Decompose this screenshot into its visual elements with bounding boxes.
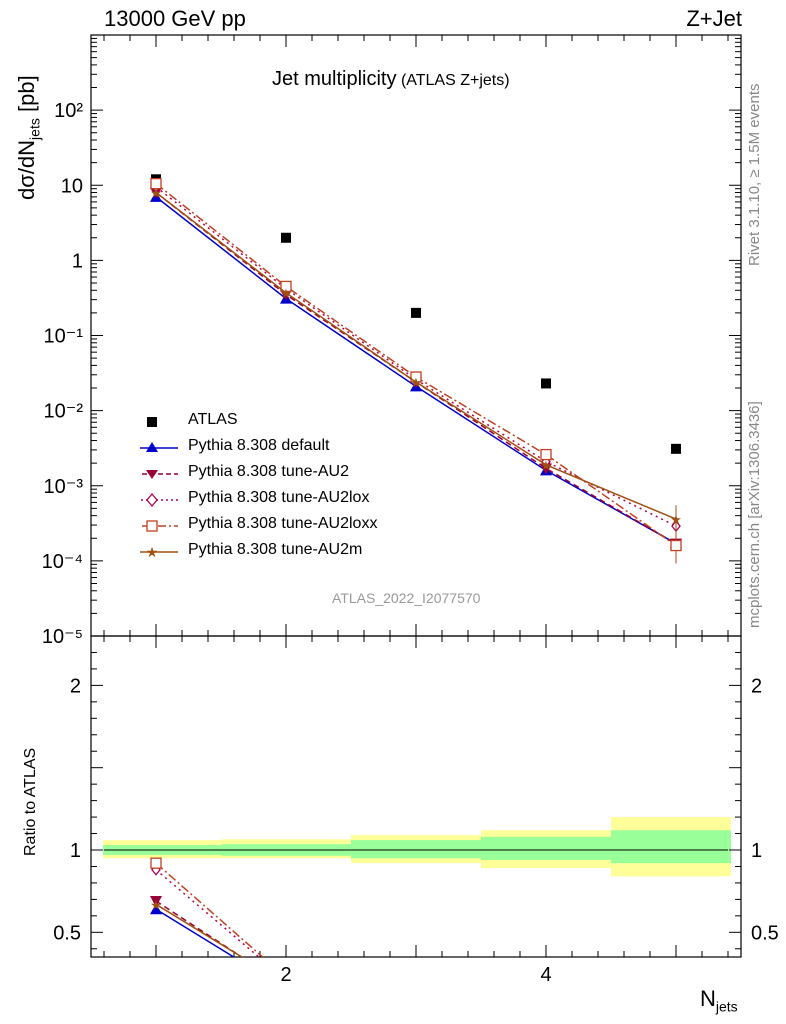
legend-marker-atlas [147, 417, 157, 427]
data-point [280, 280, 292, 293]
mcplots-text: mcplots.cern.ch [arXiv:1306.3436] [746, 401, 763, 628]
y-tick-label: 10⁻⁵ [42, 626, 83, 648]
plot-subtitle-text: (ATLAS Z+jets) [400, 72, 510, 89]
data-point [281, 232, 291, 243]
data-point: ★ [280, 286, 292, 301]
ratio-y-axis-label: Ratio to ATLAS [22, 747, 39, 856]
data-point: ★ [670, 512, 682, 527]
data-point [411, 307, 421, 318]
ratio-band-inner [611, 830, 731, 864]
x-axis-label-sub: jets [715, 998, 738, 1015]
ratio-y-tick-label-right: 0.5 [751, 922, 779, 944]
data-point [541, 378, 551, 389]
legend-label: Pythia 8.308 tune-AU2m [188, 541, 363, 558]
main-y-axis-label: dσ/dNjets [pb] [14, 75, 42, 200]
ratio-data-point [150, 903, 162, 915]
ratio-y-tick-label-right: 1 [751, 840, 762, 862]
ratio-y-tick-label-right: 2 [751, 675, 762, 697]
ratio-y-tick-label: 0.5 [53, 922, 81, 944]
y-tick-label: 10 [61, 175, 83, 197]
legend-marker-au2 [140, 470, 178, 479]
legend-marker-au2loxx [140, 520, 178, 532]
legend-label: ATLAS [188, 411, 238, 428]
y-axis-label-text: dσ/dN [14, 139, 39, 200]
data-point: ★ [540, 458, 552, 473]
ratio-band-inner [351, 840, 481, 859]
legend-marker-default [140, 442, 178, 452]
x-tick-label: 4 [540, 964, 551, 986]
ratio-y-tick-label: 2 [70, 675, 81, 697]
y-tick-label: 10⁻³ [44, 476, 84, 498]
data-point: ★ [150, 186, 162, 201]
legend-marker-au2lox [140, 492, 178, 508]
ratio-data-point: ★ [150, 897, 162, 912]
x-tick-label: 2 [280, 964, 291, 986]
main-plot-title: Jet multiplicity (ATLAS Z+jets) [272, 68, 510, 91]
rivet-version-text: Rivet 3.1.10, ≥ 1.5M events [746, 83, 763, 267]
y-tick-label: 10⁻⁴ [42, 551, 83, 573]
y-tick-label: 10² [54, 100, 83, 122]
legend-label: Pythia 8.308 tune-AU2 [188, 463, 349, 480]
ratio-plot-frame [90, 635, 742, 958]
ratio-series-line [155, 862, 264, 957]
ratio-y-tick-label: 1 [70, 840, 81, 862]
data-point [671, 443, 681, 454]
legend-label: Pythia 8.308 tune-AU2loxx [188, 515, 378, 532]
y-tick-label: 10⁻¹ [44, 326, 84, 348]
data-point [280, 289, 292, 301]
ratio-series-line [155, 869, 260, 957]
legend-label: Pythia 8.308 default [188, 437, 330, 454]
data-point [150, 178, 162, 190]
y-axis-label-sub: jets [26, 118, 43, 140]
data-point [540, 448, 552, 461]
plot-title-text: Jet multiplicity [272, 68, 397, 90]
analysis-watermark: ATLAS_2022_I2077570 [332, 590, 481, 606]
ratio-band-inner [481, 836, 611, 860]
header-left: 13000 GeV pp [104, 6, 246, 31]
ratio-data-point [150, 857, 162, 869]
ratio-data-point [150, 896, 162, 908]
legend-label: Pythia 8.308 tune-AU2lox [188, 489, 370, 506]
data-point: ★ [410, 375, 422, 390]
series-line [155, 191, 677, 520]
data-point [670, 539, 682, 552]
header-right: Z+Jet [686, 6, 742, 31]
x-axis-label-text: N [700, 986, 716, 1011]
y-tick-label: 1 [72, 250, 83, 272]
legend-marker-au2m: ★ [140, 544, 178, 560]
svg-text:★: ★ [146, 544, 159, 560]
y-tick-label: 10⁻² [44, 401, 84, 423]
y-axis-label-unit: [pb] [14, 75, 39, 113]
x-axis-label: Njets [700, 986, 738, 1014]
